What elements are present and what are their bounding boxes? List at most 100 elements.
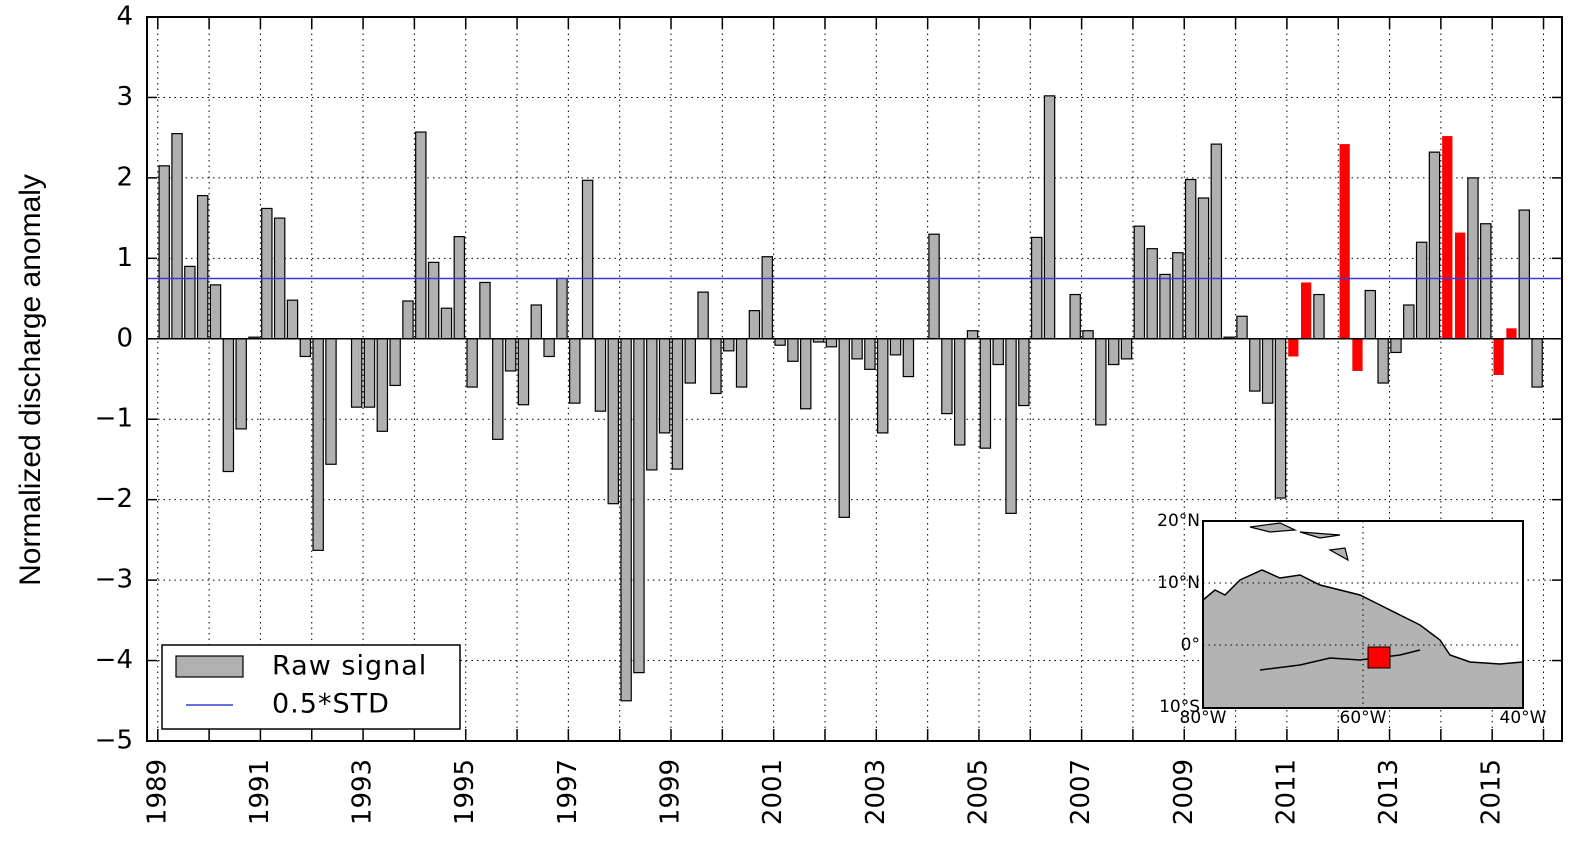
bar <box>1172 252 1184 340</box>
bar <box>1352 338 1363 371</box>
bar <box>1339 144 1350 339</box>
inset-map: 20°N 10°N 0° 10°S80°W 60°W 40°W <box>1157 511 1547 728</box>
bar <box>1043 95 1056 340</box>
y-tick-label: −2 <box>95 484 133 514</box>
inset-lon-label: 80°W <box>1180 708 1227 728</box>
bar <box>466 338 478 388</box>
bar <box>517 338 530 406</box>
inset-region <box>1367 646 1391 669</box>
bar <box>376 338 389 432</box>
bar <box>325 338 337 465</box>
plot-area: −5 −4 −3 −2 −1 0 1 2 3 4 1989 1991 1993 1995 1997 1999 2… <box>95 2 1563 825</box>
bar <box>1467 177 1479 340</box>
bar <box>363 338 376 408</box>
bar <box>594 338 607 412</box>
x-tick-label: 1995 <box>450 759 480 825</box>
bar <box>440 307 453 340</box>
bar <box>1210 143 1223 340</box>
y-tick-label: −3 <box>95 565 133 595</box>
legend: Raw signal 0.5*STD <box>161 644 461 730</box>
bar <box>774 338 786 346</box>
x-tick-label: 1997 <box>553 759 583 825</box>
bar <box>1107 338 1120 366</box>
bar <box>1301 282 1312 339</box>
bar <box>851 338 863 360</box>
bar <box>1018 338 1030 407</box>
bar <box>543 338 555 358</box>
bar <box>1518 209 1531 340</box>
bar <box>748 310 761 340</box>
inset-lat-label: 20°N <box>1157 511 1200 531</box>
x-tick-label: 1999 <box>656 759 686 825</box>
bar <box>1480 223 1492 340</box>
x-tick-label: 2007 <box>1066 759 1096 825</box>
bar <box>415 131 427 340</box>
bar <box>299 338 312 358</box>
bar <box>235 338 247 430</box>
bar <box>864 338 876 370</box>
inset-land <box>1202 569 1524 709</box>
bar <box>312 338 324 551</box>
bar <box>479 281 491 340</box>
bar <box>928 233 940 340</box>
bar <box>1428 151 1441 340</box>
bar <box>1274 338 1287 499</box>
bar <box>1390 338 1402 354</box>
bar <box>1120 338 1133 360</box>
bar <box>581 179 594 340</box>
bar <box>1493 338 1504 375</box>
bar <box>620 338 632 702</box>
bar <box>889 338 902 356</box>
bar <box>953 338 966 446</box>
bar <box>569 338 581 404</box>
bar <box>1261 338 1274 404</box>
bar <box>902 338 915 378</box>
bar <box>723 338 735 352</box>
inset-lat-label: 0° <box>1181 635 1200 655</box>
bar <box>966 330 979 340</box>
axes-frame <box>146 16 1563 742</box>
y-tick-label: −1 <box>95 404 133 434</box>
bar <box>1146 248 1158 340</box>
x-tick-label: 2011 <box>1271 759 1301 825</box>
bar <box>1377 338 1389 384</box>
x-tick-label: 1989 <box>142 759 172 825</box>
legend-label: Raw signal <box>272 651 427 682</box>
x-tick-label: 2013 <box>1374 759 1404 825</box>
x-tick-label: 2015 <box>1477 759 1507 825</box>
bar <box>633 338 645 674</box>
legend-label: 0.5*STD <box>272 689 390 720</box>
bar <box>1364 289 1377 340</box>
bar <box>171 133 183 340</box>
y-tick-label: 2 <box>116 162 133 192</box>
bar <box>1133 225 1146 340</box>
bar <box>1184 178 1197 340</box>
y-tick-label: −5 <box>95 726 133 756</box>
bar <box>658 338 671 434</box>
y-tick-label: −4 <box>95 645 133 675</box>
bar <box>684 338 696 384</box>
legend-swatch <box>175 655 244 678</box>
bar <box>838 338 850 518</box>
bar <box>607 338 620 505</box>
bar <box>1313 293 1325 340</box>
bar <box>222 338 235 473</box>
bar <box>800 338 812 410</box>
bar <box>1415 241 1428 340</box>
inset-islands <box>1249 522 1349 562</box>
bar <box>158 165 170 340</box>
bar <box>1403 304 1415 340</box>
y-tick-label: 4 <box>116 2 133 32</box>
x-tick-label: 1993 <box>348 759 378 825</box>
y-tick-label: 3 <box>116 82 133 112</box>
y-axis-label: Normalized discharge anomaly <box>14 174 47 586</box>
bar <box>1082 330 1094 340</box>
bar <box>402 300 414 340</box>
x-tick-label: 1991 <box>245 759 275 825</box>
x-tick-label: 2005 <box>963 759 993 825</box>
y-tick-label: 0 <box>116 323 133 353</box>
bar <box>1095 338 1107 426</box>
inset-lat-label: 10°N <box>1157 573 1200 593</box>
bar <box>1030 236 1043 340</box>
bar <box>825 338 838 348</box>
